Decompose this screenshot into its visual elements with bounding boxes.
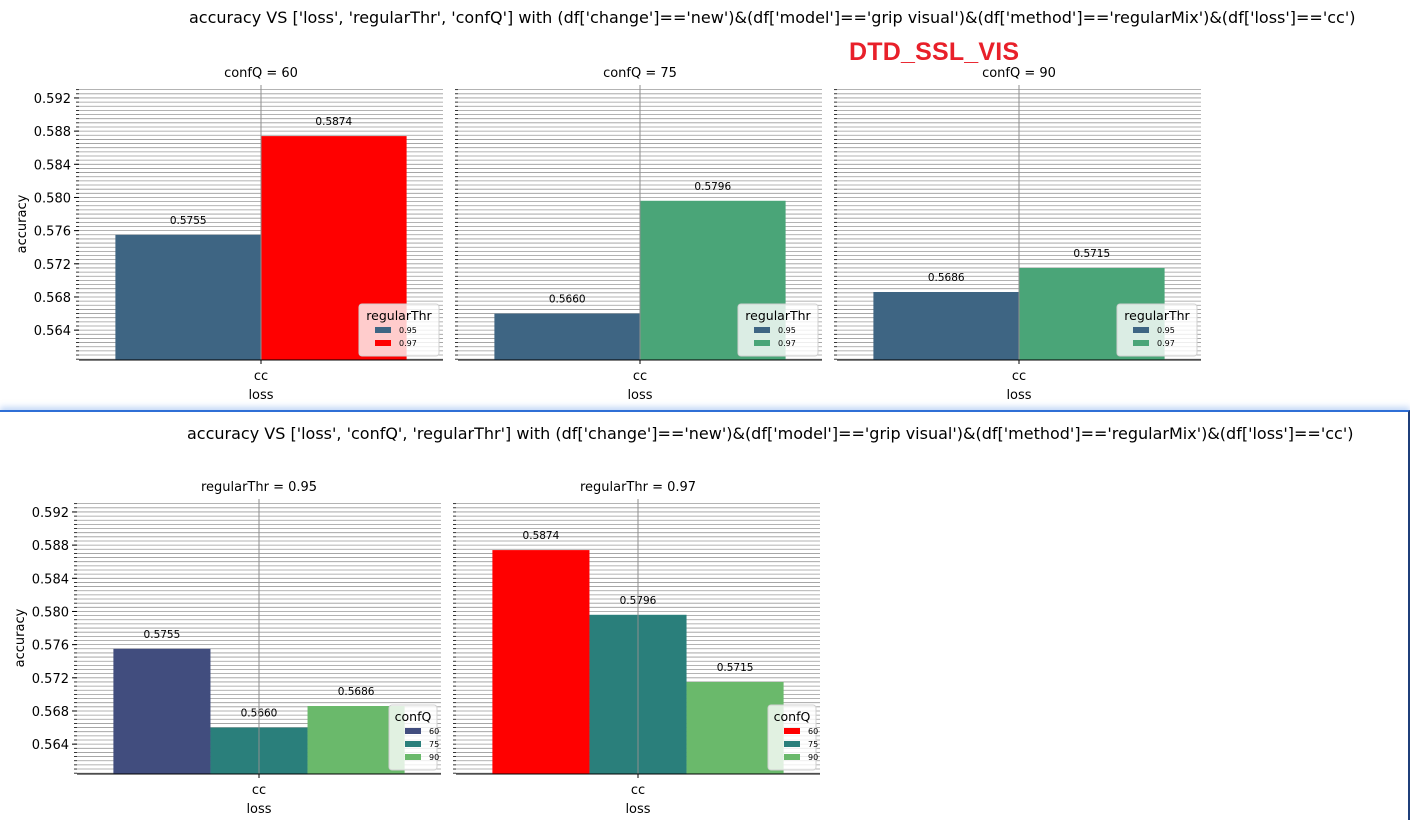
- y-tick-label: 0.576: [34, 225, 71, 240]
- bar: [494, 313, 640, 360]
- y-tick-label: 0.576: [32, 639, 69, 654]
- x-tick-label: cc: [1012, 369, 1026, 384]
- legend-swatch: [405, 741, 421, 747]
- legend-entry-label: 60: [429, 727, 439, 736]
- legend-swatch: [1133, 327, 1149, 333]
- legend: regularThr 0.95 0.97: [1116, 303, 1198, 357]
- legend-title: regularThr: [366, 308, 432, 323]
- watermark-label: DTD_SSL_VIS: [849, 38, 1020, 66]
- legend-swatch: [784, 754, 800, 760]
- y-tick-label: 0.572: [32, 672, 69, 687]
- x-axis-label: loss: [627, 388, 652, 403]
- legend-frame: [388, 704, 438, 771]
- bar-value-label: 0.5874: [523, 530, 560, 542]
- legend: confQ 60 75 90: [767, 704, 818, 771]
- legend-entry-label: 0.95: [1157, 326, 1175, 335]
- y-tick-label: 0.588: [32, 539, 69, 554]
- legend-entry-label: 0.97: [1157, 339, 1175, 348]
- legend-swatch: [784, 741, 800, 747]
- panel-title: confQ = 90: [982, 66, 1056, 81]
- chart-panel: 0.5660 0.5796 cc loss confQ = 75 regularThr 0.…: [455, 66, 822, 403]
- bar-value-label: 0.5796: [694, 181, 731, 193]
- x-tick-label: cc: [254, 369, 268, 384]
- legend-entry-label: 90: [429, 753, 439, 762]
- legend-swatch: [784, 728, 800, 734]
- bar-value-label: 0.5686: [928, 272, 965, 284]
- x-tick-label: cc: [631, 783, 645, 798]
- legend-entry-label: 0.95: [399, 326, 417, 335]
- legend: confQ 60 75 90: [388, 704, 439, 771]
- y-tick-label: 0.584: [32, 572, 69, 587]
- panel-title: confQ = 75: [603, 66, 677, 81]
- bar-value-label: 0.5715: [717, 662, 754, 674]
- x-axis-label: loss: [248, 388, 273, 403]
- legend-swatch: [405, 728, 421, 734]
- x-axis-label: loss: [1006, 388, 1031, 403]
- legend-swatch: [754, 327, 770, 333]
- y-axis-label: accuracy: [13, 608, 28, 667]
- bar-value-label: 0.5686: [338, 686, 375, 698]
- legend-title: confQ: [395, 709, 432, 724]
- chart-panel: 0.5686 0.5715 cc loss confQ = 90 regularThr 0.…: [834, 66, 1201, 403]
- bar: [115, 234, 262, 360]
- legend: regularThr 0.95 0.97: [358, 303, 440, 357]
- figure-bottom: accuracy VS ['loss', 'confQ', 'regularTh…: [0, 410, 1410, 820]
- chart-panel: 0.5755 0.5874 cc loss confQ = 60 0.564 0.568 0.…: [15, 66, 443, 403]
- x-tick-label: cc: [633, 369, 647, 384]
- bar-value-label: 0.5755: [170, 215, 207, 227]
- legend-title: confQ: [774, 709, 811, 724]
- legend-entry-label: 0.97: [399, 339, 417, 348]
- bar-value-label: 0.5660: [549, 294, 586, 306]
- legend-swatch: [405, 754, 421, 760]
- legend-swatch: [375, 327, 391, 333]
- panel-title: regularThr = 0.95: [201, 480, 317, 495]
- bar: [492, 550, 590, 774]
- legend-swatch: [375, 340, 391, 346]
- y-tick-label: 0.588: [34, 125, 71, 140]
- legend-title: regularThr: [745, 308, 811, 323]
- legend-entry-label: 60: [808, 727, 818, 736]
- legend-title: regularThr: [1124, 308, 1190, 323]
- legend-entry-label: 75: [429, 740, 439, 749]
- y-tick-label: 0.568: [34, 291, 71, 306]
- bar: [113, 648, 211, 774]
- bar-value-label: 0.5715: [1073, 248, 1110, 260]
- y-tick-label: 0.592: [34, 92, 71, 107]
- bar: [686, 681, 784, 774]
- panel-title: regularThr = 0.97: [580, 480, 696, 495]
- y-tick-label: 0.580: [32, 605, 69, 620]
- bar: [307, 706, 405, 774]
- x-tick-label: cc: [252, 783, 266, 798]
- figure-top: accuracy VS ['loss', 'regularThr', 'conf…: [0, 0, 1410, 408]
- figure-suptitle: accuracy VS ['loss', 'confQ', 'regularTh…: [187, 424, 1354, 443]
- y-tick-label: 0.572: [34, 258, 71, 273]
- legend-entry-label: 90: [808, 753, 818, 762]
- y-tick-label: 0.568: [32, 705, 69, 720]
- y-tick-label: 0.580: [34, 191, 71, 206]
- legend-frame: [767, 704, 817, 771]
- legend: regularThr 0.95 0.97: [737, 303, 819, 357]
- y-tick-label: 0.592: [32, 506, 69, 521]
- legend-swatch: [754, 340, 770, 346]
- x-axis-label: loss: [246, 802, 271, 817]
- bar: [873, 292, 1019, 360]
- figure-suptitle: accuracy VS ['loss', 'regularThr', 'conf…: [189, 8, 1356, 27]
- y-tick-label: 0.564: [32, 738, 69, 753]
- y-tick-label: 0.584: [34, 158, 71, 173]
- bar-value-label: 0.5755: [144, 629, 181, 641]
- legend-swatch: [1133, 340, 1149, 346]
- bar-value-label: 0.5874: [315, 116, 352, 128]
- panel-title: confQ = 60: [224, 66, 298, 81]
- legend-entry-label: 0.95: [778, 326, 796, 335]
- legend-entry-label: 75: [808, 740, 818, 749]
- legend-entry-label: 0.97: [778, 339, 796, 348]
- y-axis-label: accuracy: [15, 194, 30, 253]
- x-axis-label: loss: [625, 802, 650, 817]
- y-tick-label: 0.564: [34, 324, 71, 339]
